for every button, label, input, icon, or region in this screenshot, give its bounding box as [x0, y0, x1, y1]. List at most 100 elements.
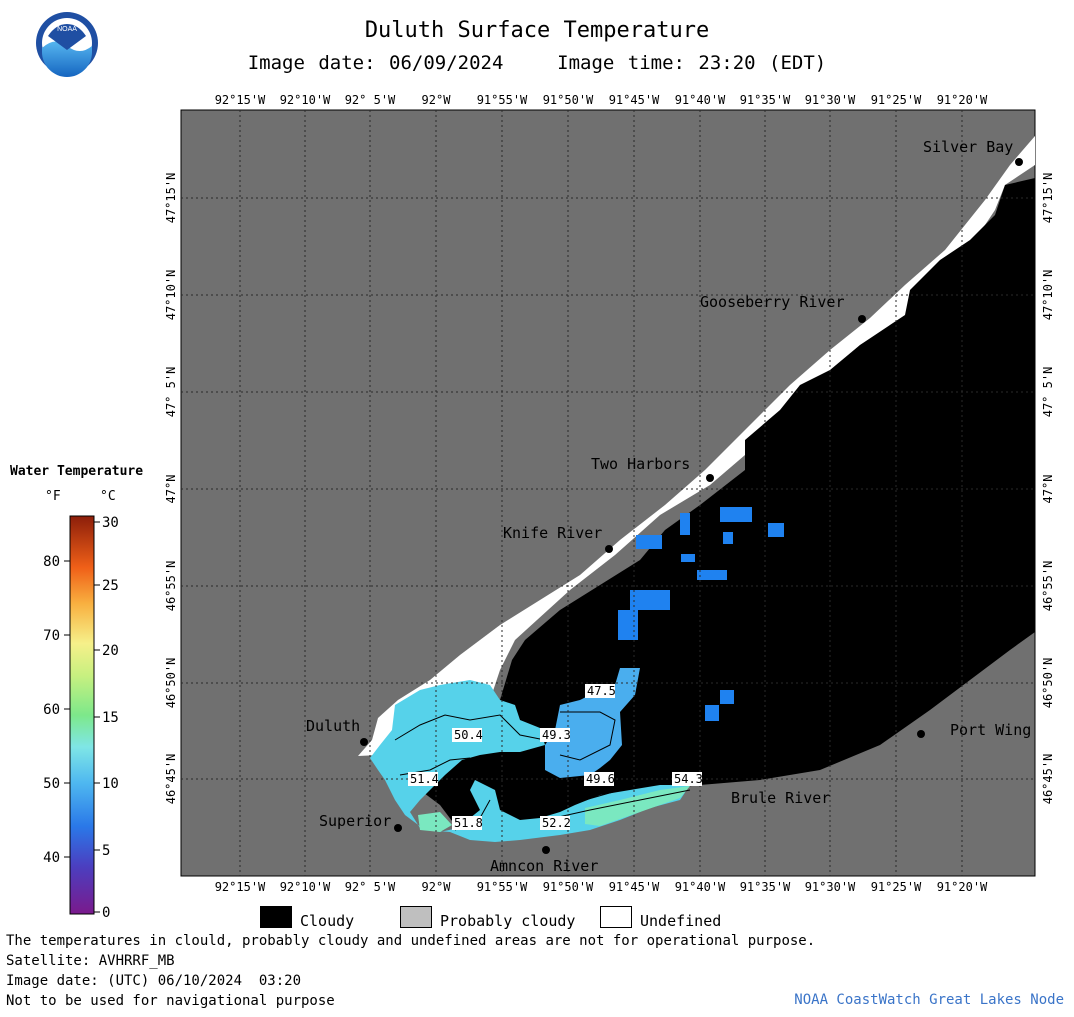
f-tick: 50 — [43, 776, 60, 792]
place-label-port-wing: Port Wing — [950, 721, 1031, 739]
place-labels: Silver Bay Gooseberry River Two Harbors … — [306, 138, 1031, 875]
lon-tick: 91°25'W — [871, 880, 922, 894]
place-label-two-harbors: Two Harbors — [591, 455, 690, 473]
lat-tick: 47°10'N — [164, 270, 178, 321]
lon-tick: 91°55'W — [477, 93, 528, 107]
page-title: Duluth Surface Temperature — [364, 18, 710, 43]
c-tick: 10 — [102, 776, 119, 792]
lon-tick: 91°25'W — [871, 93, 922, 107]
lat-tick: 47°15'N — [1041, 173, 1055, 224]
longitude-ticks-bottom: 92°15'W 92°10'W 92° 5'W 92°W 91°55'W 91°… — [215, 880, 988, 894]
colorbar-f-labels: 80 70 60 50 40 — [43, 554, 60, 866]
temp-label: 50.4 — [454, 728, 483, 742]
footer-disclaimer: The temperatures in clould, probably clo… — [6, 933, 816, 949]
lon-tick: 91°30'W — [805, 93, 856, 107]
footer-utc-date: Image date: (UTC) 06/10/2024 03:20 — [6, 973, 302, 989]
lon-tick: 92° 5'W — [345, 93, 396, 107]
place-label-amncon-river: Amncon River — [490, 857, 598, 875]
colorbar-ticks — [64, 521, 100, 913]
f-tick: 40 — [43, 850, 60, 866]
c-tick: 15 — [102, 710, 119, 726]
place-label-superior: Superior — [319, 812, 391, 830]
lat-tick: 47°N — [1041, 475, 1055, 504]
marker-amncon-river — [542, 846, 550, 854]
lon-tick: 91°45'W — [609, 880, 660, 894]
c-tick: 0 — [102, 905, 110, 921]
lon-tick: 92°10'W — [280, 93, 331, 107]
lat-tick: 46°50'N — [164, 658, 178, 709]
lat-tick: 47°N — [164, 475, 178, 504]
key-undefined-label: Undefined — [640, 912, 722, 930]
colorbar-c-labels: 30 25 20 15 10 5 0 — [102, 515, 119, 921]
place-markers — [360, 158, 1023, 854]
key-probably-cloudy-label: Probably cloudy — [440, 912, 576, 930]
footer-satellite: Satellite: AVHRRF_MB — [6, 953, 175, 969]
key-undefined-swatch — [600, 906, 632, 928]
temp-label: 52.2 — [542, 816, 571, 830]
key-cloudy-swatch — [260, 906, 292, 928]
lon-tick: 91°20'W — [937, 93, 988, 107]
place-label-brule-river: Brule River — [731, 789, 830, 807]
lon-tick: 91°20'W — [937, 880, 988, 894]
marker-silver-bay — [1015, 158, 1023, 166]
latitude-ticks-right: 47°15'N 47°10'N 47° 5'N 47°N 46°55'N 46°… — [1041, 173, 1055, 805]
f-tick: 80 — [43, 554, 60, 570]
legend-unit-f: °F — [45, 489, 61, 504]
lon-tick: 91°35'W — [740, 880, 791, 894]
lon-tick: 91°50'W — [543, 880, 594, 894]
lat-tick: 46°55'N — [164, 561, 178, 612]
c-tick: 5 — [102, 843, 110, 859]
lat-tick: 46°45'N — [164, 754, 178, 805]
lat-tick: 46°45'N — [1041, 754, 1055, 805]
lake-cloud-area — [385, 178, 1035, 840]
key-probably-cloudy-swatch — [400, 906, 432, 928]
lon-tick: 91°40'W — [675, 93, 726, 107]
marker-brule-river — [738, 773, 746, 781]
lat-tick: 47° 5'N — [164, 367, 178, 418]
temperature-value-labels: 47.5 50.4 49.3 51.4 49.6 54.3 51.8 52.2 — [408, 684, 703, 830]
lon-tick: 92°15'W — [215, 880, 266, 894]
c-tick: 30 — [102, 515, 119, 531]
lake-temp-cyan-area — [370, 680, 690, 842]
f-tick: 60 — [43, 702, 60, 718]
lake-temp-blue-patches — [618, 507, 784, 721]
lon-tick: 91°30'W — [805, 880, 856, 894]
lat-tick: 46°50'N — [1041, 658, 1055, 709]
marker-duluth — [360, 738, 368, 746]
lon-tick: 91°45'W — [609, 93, 660, 107]
lon-tick: 92° 5'W — [345, 880, 396, 894]
temp-label: 49.6 — [586, 772, 615, 786]
place-label-duluth: Duluth — [306, 717, 360, 735]
lat-tick: 47° 5'N — [1041, 367, 1055, 418]
temp-label: 49.3 — [542, 728, 571, 742]
place-label-knife-river: Knife River — [503, 524, 602, 542]
noaa-logo: NOAA — [36, 12, 98, 77]
lake-temp-green-area — [418, 786, 690, 832]
legend-title: Water Temperature — [10, 464, 144, 479]
lat-tick: 46°55'N — [1041, 561, 1055, 612]
lon-tick: 91°50'W — [543, 93, 594, 107]
image-date-time: Image date: 06/09/2024 Image time: 23:20… — [247, 52, 827, 74]
lat-tick: 47°10'N — [1041, 270, 1055, 321]
latitude-ticks-left: 47°15'N 47°10'N 47° 5'N 47°N 46°55'N 46°… — [164, 173, 178, 805]
marker-gooseberry-river — [858, 315, 866, 323]
temperature-colorbar — [69, 515, 95, 915]
lon-tick: 92°W — [422, 93, 452, 107]
legend-unit-c: °C — [100, 489, 116, 504]
credit-link[interactable]: NOAA CoastWatch Great Lakes Node — [794, 992, 1064, 1008]
marker-port-wing — [917, 730, 925, 738]
c-tick: 20 — [102, 643, 119, 659]
logo-text: NOAA — [57, 26, 77, 33]
temp-label: 51.8 — [454, 816, 483, 830]
lon-tick: 92°15'W — [215, 93, 266, 107]
temp-label: 51.4 — [410, 772, 439, 786]
marker-two-harbors — [706, 474, 714, 482]
lon-tick: 92°W — [422, 880, 452, 894]
place-label-gooseberry-river: Gooseberry River — [700, 293, 845, 311]
temp-label: 54.3 — [674, 772, 703, 786]
f-tick: 70 — [43, 628, 60, 644]
marker-knife-river — [605, 545, 613, 553]
key-cloudy-label: Cloudy — [300, 912, 355, 930]
lake-temp-cyan-area-2 — [545, 668, 640, 778]
